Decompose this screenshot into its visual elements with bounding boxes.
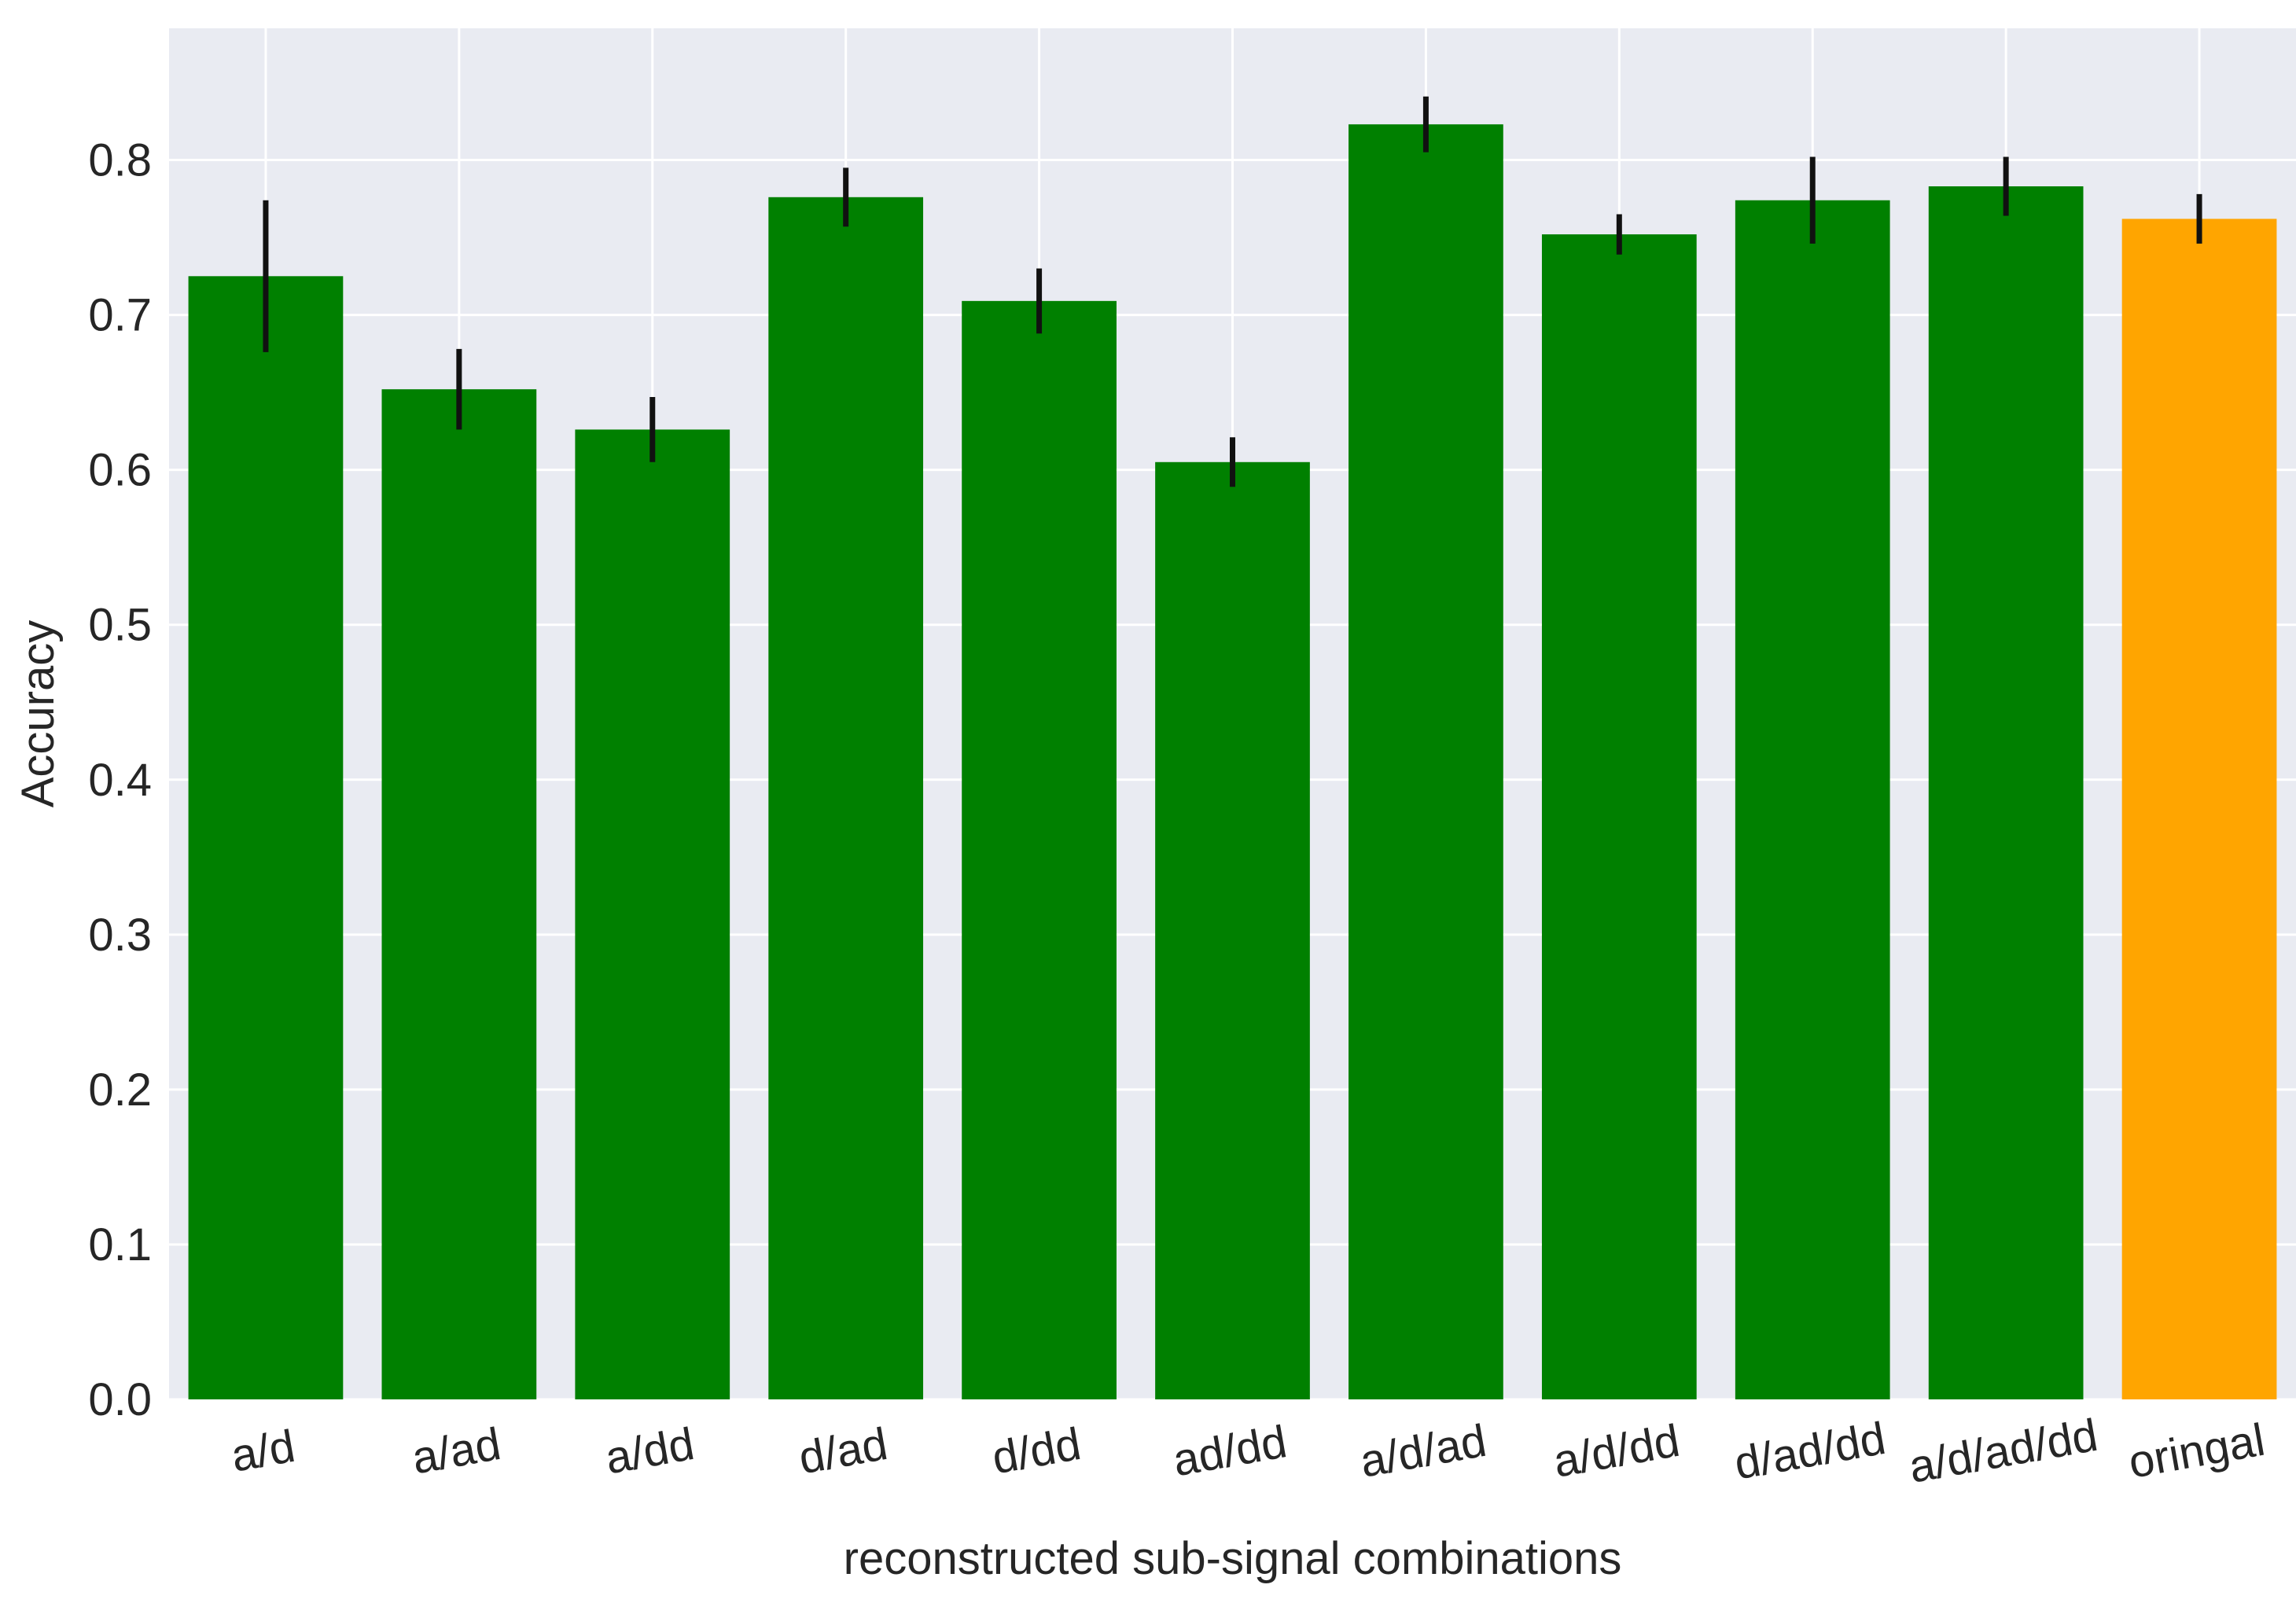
x-tick-label: ad/dd <box>1169 1416 1290 1486</box>
y-axis-label: Accuracy <box>13 620 64 808</box>
y-tick-label: 0.8 <box>88 135 152 186</box>
bar-a/ad <box>381 389 537 1400</box>
bars <box>188 124 2277 1400</box>
y-tick-label: 0.3 <box>88 910 152 961</box>
y-tick-label: 0.1 <box>88 1219 152 1270</box>
bar-oringal <box>2121 219 2277 1399</box>
x-tick-label: a/dd <box>602 1418 697 1484</box>
bar-a/d/ad/dd <box>1928 186 2084 1399</box>
bar-d/dd <box>962 300 1117 1400</box>
x-tick-label: oringal <box>2125 1414 2268 1488</box>
x-axis-label: reconstructed sub-signal combinations <box>844 1533 1622 1584</box>
bar-a/d/ad <box>1349 124 1503 1400</box>
y-tick-label: 0.2 <box>88 1064 152 1116</box>
bar-d/ad/dd <box>1735 200 1890 1399</box>
x-tick-label: a/d <box>227 1421 299 1482</box>
y-tick-label: 0.0 <box>88 1374 152 1425</box>
y-tick-labels: 0.0 0.1 0.2 0.3 0.4 0.5 0.6 0.7 0.8 <box>88 135 152 1425</box>
x-tick-label: a/ad <box>408 1418 504 1484</box>
x-tick-label: a/d/ad <box>1356 1415 1490 1487</box>
x-tick-label: a/d/ad/dd <box>1905 1410 2102 1493</box>
x-tick-label: d/dd <box>988 1418 1084 1484</box>
error-bars <box>263 96 2202 487</box>
bar-a/dd <box>575 429 730 1400</box>
x-tick-label: a/d/dd <box>1550 1415 1683 1487</box>
y-tick-label: 0.4 <box>88 755 152 806</box>
bar-d/ad <box>768 197 924 1400</box>
y-tick-label: 0.6 <box>88 445 152 496</box>
bar-a/d/dd <box>1541 234 1697 1399</box>
y-tick-label: 0.7 <box>88 290 152 341</box>
x-tick-label: d/ad/dd <box>1731 1413 1889 1490</box>
bar-ad/dd <box>1155 461 1310 1400</box>
x-tick-label: d/ad <box>795 1418 891 1484</box>
bar-a/d <box>188 276 344 1399</box>
y-tick-label: 0.5 <box>88 600 152 651</box>
x-tick-labels: a/d a/ad a/dd d/ad d/dd ad/dd a/d/ad a/d/dd d/ad… <box>227 1410 2268 1493</box>
